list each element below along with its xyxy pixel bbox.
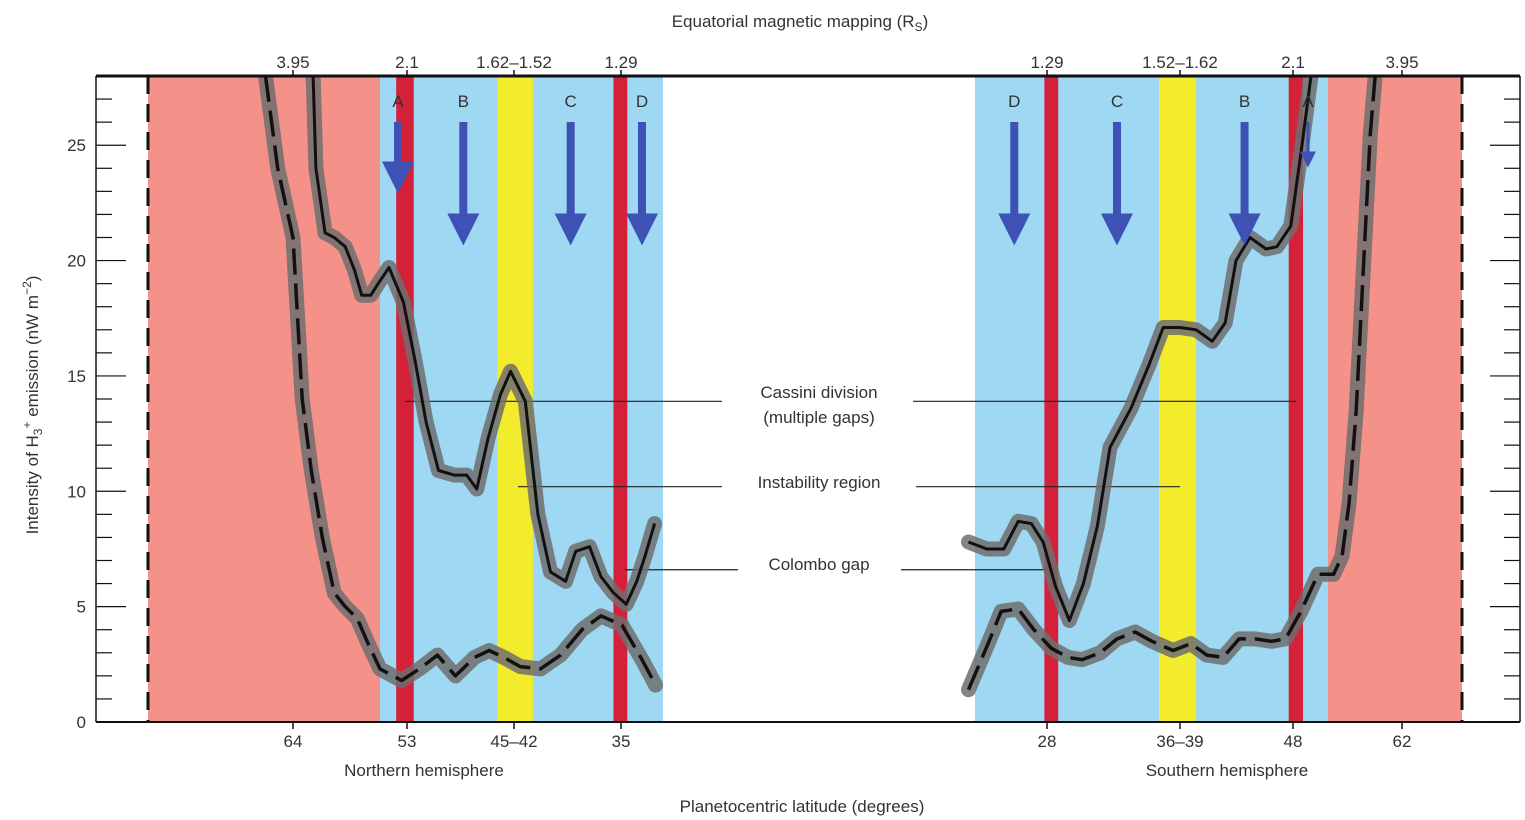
top-tick-label: 2.1 bbox=[395, 53, 419, 72]
bottom-tick-label: 48 bbox=[1284, 732, 1303, 751]
ring-label-b: B bbox=[458, 92, 469, 111]
annotation-instability: Instability region bbox=[758, 473, 881, 492]
ring-label-b: B bbox=[1239, 92, 1250, 111]
y-tick-label: 0 bbox=[77, 713, 86, 732]
ring-label-c: C bbox=[565, 92, 577, 111]
ring-label-a: A bbox=[392, 92, 404, 111]
bottom-tick-label: 62 bbox=[1393, 732, 1412, 751]
south-dashed-series-line bbox=[966, 76, 1377, 691]
annotation-cassini-line2: (multiple gaps) bbox=[763, 408, 875, 427]
top-tick-label: 1.29 bbox=[604, 53, 637, 72]
top-axis-title: Equatorial magnetic mapping (RS) bbox=[672, 12, 929, 34]
top-tick-label: 3.95 bbox=[1385, 53, 1418, 72]
south-instability-band bbox=[1159, 76, 1197, 722]
north-outer-band bbox=[148, 76, 380, 722]
y-tick-label: 5 bbox=[77, 598, 86, 617]
top-tick-label: 1.52–1.62 bbox=[1142, 53, 1218, 72]
y-tick-label: 25 bbox=[67, 136, 86, 155]
ring-arrow-b bbox=[447, 122, 480, 246]
emission-series bbox=[258, 76, 1383, 698]
bottom-tick-label: 35 bbox=[612, 732, 631, 751]
ring-label-d: D bbox=[636, 92, 648, 111]
annotation-cassini-line1: Cassini division bbox=[760, 383, 877, 402]
tick-labels: 0 5 10 15 20 25 64 53 45–42 35 28 36–39 48 62 3.95 2.1 1… bbox=[67, 53, 1418, 751]
south-gap-band bbox=[1044, 76, 1059, 722]
top-tick-label: 1.29 bbox=[1030, 53, 1063, 72]
top-tick-label: 1.62–1.52 bbox=[476, 53, 552, 72]
ring-label-d: D bbox=[1008, 92, 1020, 111]
north-dashed-series-line bbox=[263, 76, 658, 686]
ring-arrow-d bbox=[998, 122, 1031, 246]
ring-arrow-c bbox=[1101, 122, 1133, 246]
y-tick-label: 20 bbox=[67, 252, 86, 271]
annotation-colombo-gap: Colombo gap bbox=[768, 555, 869, 574]
bottom-tick-label: 64 bbox=[284, 732, 303, 751]
north-solid-series-line bbox=[311, 76, 657, 606]
plot-frame bbox=[95, 74, 1521, 723]
hemisphere-label-south: Southern hemisphere bbox=[1146, 761, 1309, 780]
south-outer-band bbox=[1328, 76, 1462, 722]
ring-arrow-d bbox=[626, 122, 658, 246]
ring-arrow-a bbox=[1300, 122, 1316, 168]
top-tick-label: 3.95 bbox=[276, 53, 309, 72]
north-gap-band bbox=[613, 76, 628, 722]
top-tick-label: 2.1 bbox=[1281, 53, 1305, 72]
south-rings-band bbox=[975, 76, 1328, 722]
ring-arrow-b bbox=[1228, 122, 1261, 246]
hemisphere-label-north: Northern hemisphere bbox=[344, 761, 504, 780]
ring-arrow-a bbox=[382, 122, 414, 194]
ring-label-c: C bbox=[1111, 92, 1123, 111]
y-tick-label: 10 bbox=[67, 482, 86, 501]
y-axis-title: Intensity of H3+ emission (nW m−2) bbox=[20, 276, 45, 535]
south-solid-series-line bbox=[967, 76, 1313, 622]
bottom-tick-label: 45–42 bbox=[490, 732, 537, 751]
north-gap-band bbox=[396, 76, 414, 722]
y-tick-label: 15 bbox=[67, 367, 86, 386]
south-gap-band bbox=[1288, 76, 1303, 722]
bottom-tick-label: 28 bbox=[1038, 732, 1057, 751]
ring-label-a: A bbox=[1302, 92, 1314, 111]
bottom-tick-label: 36–39 bbox=[1156, 732, 1203, 751]
x-axis-title: Planetocentric latitude (degrees) bbox=[680, 797, 925, 816]
bottom-tick-label: 53 bbox=[398, 732, 417, 751]
ring-arrow-c bbox=[554, 122, 587, 246]
